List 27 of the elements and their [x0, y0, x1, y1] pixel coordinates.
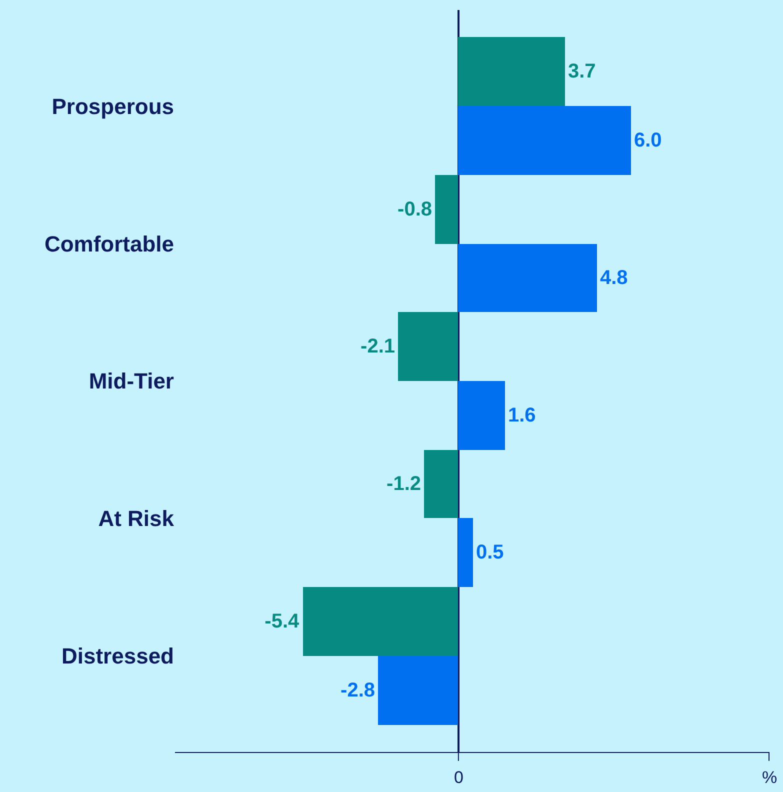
- data-label: -5.4: [264, 610, 300, 632]
- data-label: -2.8: [340, 680, 375, 702]
- bar: [458, 37, 565, 106]
- data-label: 0.5: [476, 542, 504, 564]
- y-tick-label: Prosperous: [52, 94, 174, 119]
- text: %: [762, 768, 778, 787]
- bar: [303, 587, 458, 656]
- data-label: -2.1: [360, 336, 395, 358]
- data-label: -0.8: [398, 198, 432, 220]
- bar: [398, 312, 458, 381]
- y-tick-label: Comfortable: [44, 231, 174, 256]
- bar: [458, 381, 505, 450]
- bar: [458, 518, 473, 587]
- bar: [435, 175, 458, 244]
- text: 0: [454, 768, 464, 787]
- data-label: 1.6: [508, 404, 536, 426]
- y-tick-label: At Risk: [98, 506, 175, 532]
- bar: [424, 450, 458, 518]
- data-label: -1.2: [386, 473, 421, 495]
- y-tick-label: Mid-Tier: [88, 368, 174, 394]
- bar: [378, 656, 458, 725]
- data-label: 4.8: [600, 267, 628, 289]
- y-tick-label: Distressed: [61, 644, 174, 669]
- data-label: 6.0: [634, 130, 662, 152]
- data-label: 3.7: [568, 60, 596, 82]
- bar: [458, 106, 631, 175]
- bar: [458, 244, 597, 312]
